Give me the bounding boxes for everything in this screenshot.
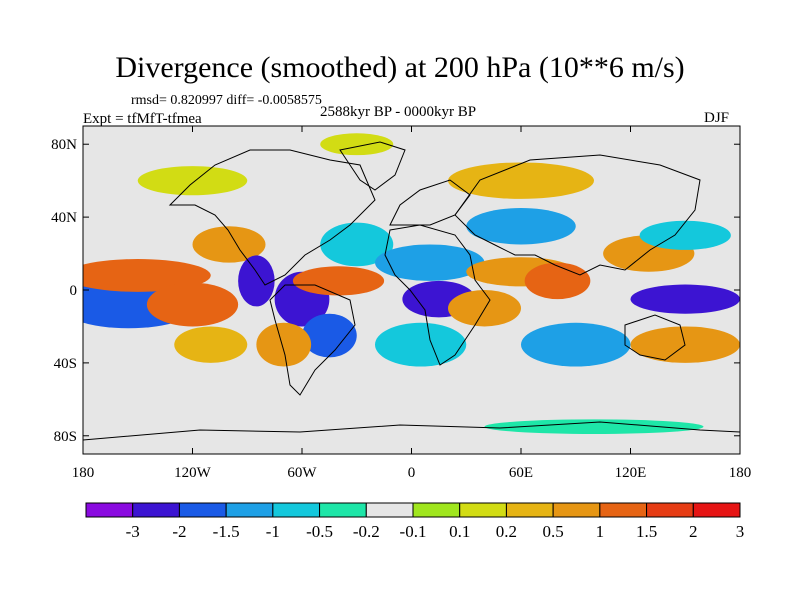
coastlines	[83, 141, 740, 441]
lon-tick-label: 60W	[287, 465, 317, 481]
anomaly-region	[302, 313, 357, 358]
anomaly-region	[375, 244, 485, 281]
colorbar-bin	[272, 502, 321, 518]
colorbar-label: 0.5	[543, 522, 564, 541]
colorbar-bin	[132, 502, 180, 518]
map-axes: 80N 40N 0 40S 80S 180 120W 60W 0 60E 120E 180	[51, 126, 751, 481]
colorbar-label: 0.1	[449, 522, 470, 541]
stats-label: rmsd= 0.820997 diff= -0.0058575	[131, 93, 322, 108]
anomaly-region	[375, 322, 467, 367]
south-america-coast	[269, 284, 356, 396]
lon-tick-label: 120W	[174, 465, 212, 481]
period-label: 2588kyr BP - 0000kyr BP	[320, 104, 477, 120]
colorbar-label: -2	[172, 522, 186, 541]
asia-coast	[454, 154, 701, 276]
colorbar-bin	[505, 502, 554, 518]
colorbar-label: 2	[689, 522, 698, 541]
anomaly-region	[521, 322, 631, 367]
anomaly-region	[146, 282, 239, 327]
colorbar-label: -0.1	[400, 522, 427, 541]
colorbar-bin	[412, 502, 461, 518]
colorbar-label: -1.5	[213, 522, 240, 541]
colorbar-bin	[365, 502, 414, 518]
anomaly-region	[83, 259, 211, 292]
colorbar-bin	[85, 502, 134, 518]
anomaly-region	[484, 419, 704, 434]
colorbar-bin	[646, 502, 694, 518]
colorbar-bin	[319, 502, 367, 518]
divergence-field	[83, 133, 740, 434]
anomaly-region	[448, 162, 594, 199]
lon-tick-label: 180	[72, 465, 95, 481]
colorbar-label: -1	[266, 522, 280, 541]
map-title: Divergence (smoothed) at 200 hPa (10**6 …	[115, 51, 685, 84]
anomaly-region	[238, 255, 275, 307]
lon-tick-label: 0	[408, 465, 416, 481]
colorbar-label: 3	[736, 522, 745, 541]
anomaly-region	[320, 133, 394, 156]
anomaly-region	[292, 266, 385, 296]
lat-tick-label: 80S	[54, 429, 77, 445]
colorbar: -3 -2 -1.5 -1 -0.5 -0.2 -0.1 0.1 0.2 0.5 1 1.5 2 3	[85, 502, 745, 541]
anomaly-region	[137, 166, 248, 196]
colorbar-label: 1.5	[636, 522, 657, 541]
anomaly-region	[639, 220, 731, 250]
lon-tick-label: 60E	[509, 465, 533, 481]
anomaly-region	[524, 262, 591, 300]
antarctica-coast	[83, 421, 740, 441]
anomaly-region	[174, 326, 248, 363]
anomaly-region	[192, 226, 266, 263]
colorbar-bin	[692, 502, 741, 518]
colorbar-bin	[459, 502, 507, 518]
anomaly-region	[630, 284, 740, 314]
experiment-label: Expt = tfMfT-tfmea	[83, 111, 202, 127]
colorbar-label: -0.5	[306, 522, 333, 541]
lon-tick-label: 120E	[615, 465, 647, 481]
lat-tick-label: 80N	[51, 137, 77, 153]
colorbar-label: -0.2	[353, 522, 380, 541]
lat-tick-label: 40N	[51, 210, 77, 226]
africa-coast	[384, 224, 491, 366]
colorbar-bin	[599, 502, 648, 518]
lat-tick-label: 40S	[54, 356, 77, 372]
north-america-coast	[168, 149, 376, 286]
lon-tick-label: 180	[729, 465, 752, 481]
europe-coast	[389, 179, 471, 226]
colorbar-label: -3	[126, 522, 140, 541]
anomaly-region	[466, 208, 576, 245]
lat-tick-label: 0	[70, 283, 78, 299]
colorbar-bin	[552, 502, 601, 518]
colorbar-bin	[178, 502, 227, 518]
season-label: DJF	[704, 110, 730, 126]
australia-coast	[624, 314, 686, 361]
colorbar-bin	[225, 502, 274, 518]
anomaly-region	[256, 322, 312, 367]
greenland-coast	[339, 141, 406, 191]
colorbar-label: 1	[596, 522, 605, 541]
colorbar-label: 0.2	[496, 522, 517, 541]
